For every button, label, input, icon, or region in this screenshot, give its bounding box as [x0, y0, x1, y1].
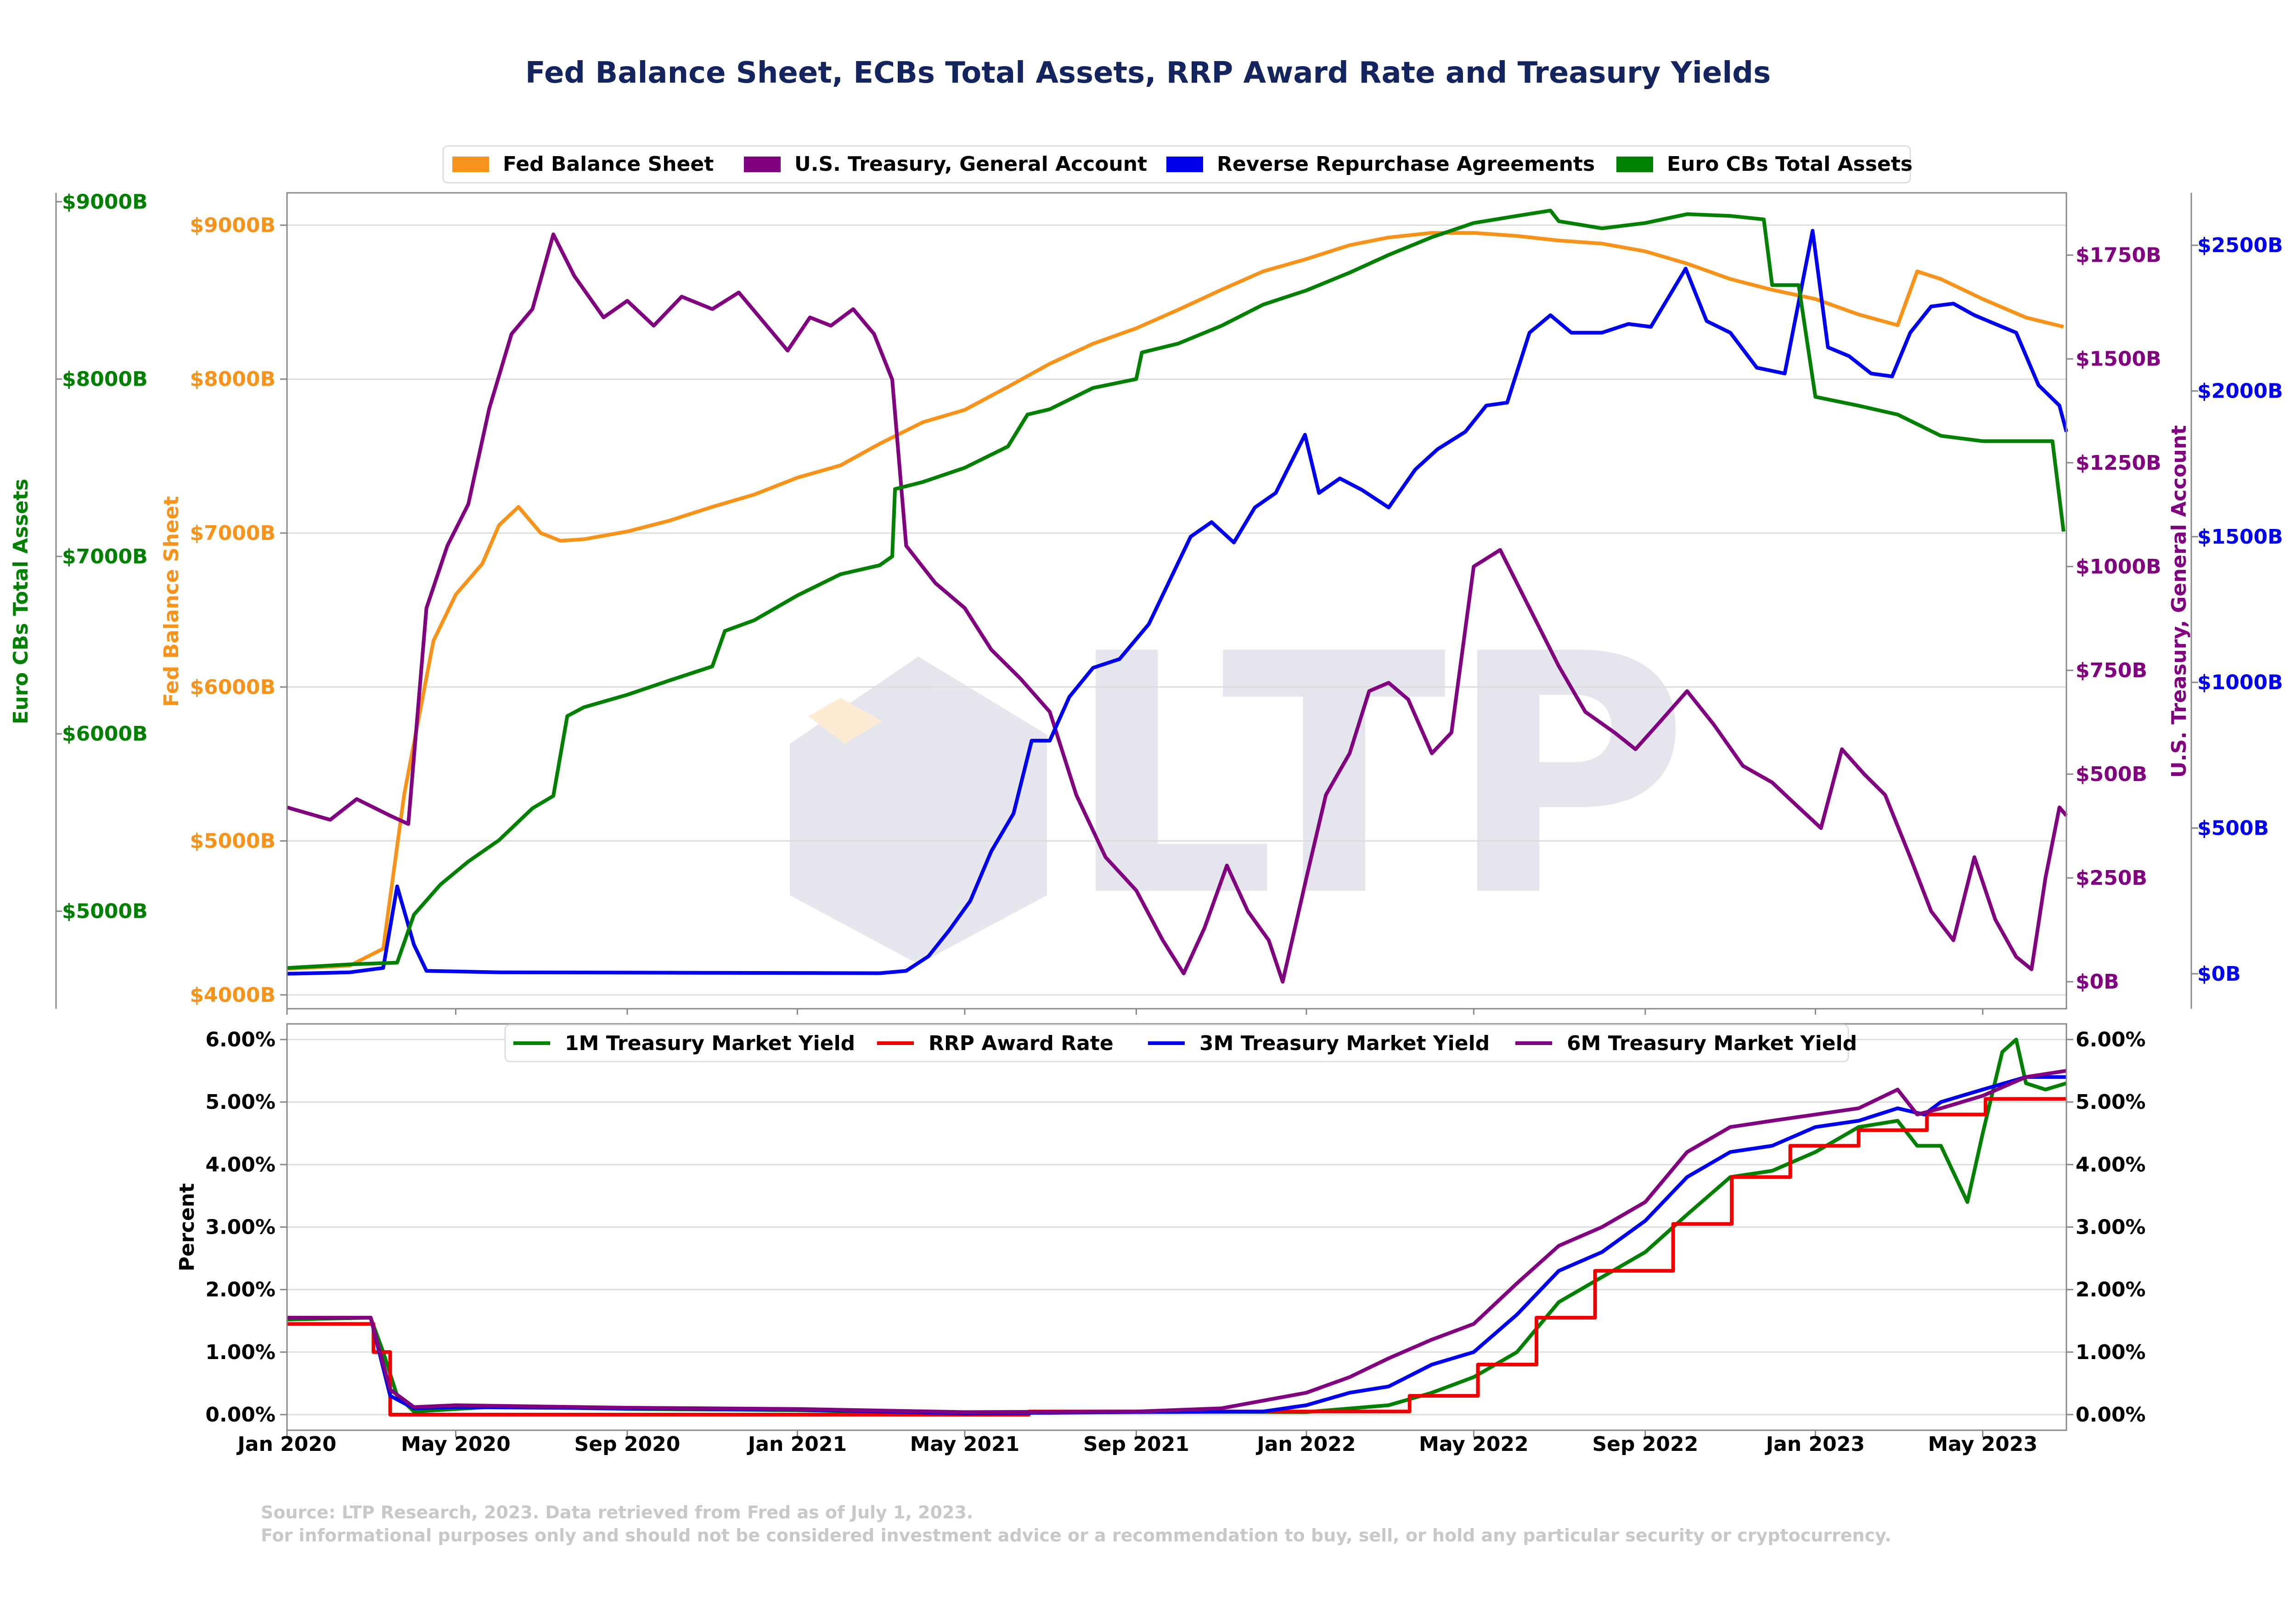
percent-axis-tick-label-right: 2.00%	[2076, 1278, 2146, 1302]
x-axis: Jan 2020 May 2020 Sep 2020 Jan 2021 May 2021…	[236, 1009, 2037, 1456]
fed-axis-tick-label: $9000B	[190, 214, 276, 237]
fed-axis-tick-label: $5000B	[190, 830, 276, 853]
percent-axis-tick-label-right: 5.00%	[2076, 1090, 2146, 1114]
series-line-6m-treasury-market-yield	[287, 1069, 2067, 1414]
rrp-axis-tick-label: $2500B	[2197, 234, 2283, 257]
fed-axis-label: Fed Balance Sheet	[160, 496, 183, 707]
ltp-watermark: LTP	[790, 584, 1689, 969]
percent-axis-tick-label-left: 2.00%	[205, 1278, 276, 1302]
bottom-series	[287, 1038, 2067, 1416]
top-gridlines	[287, 224, 2066, 996]
x-axis-tick-label: May 2020	[401, 1433, 511, 1456]
percent-axis-tick-label-right: 4.00%	[2076, 1153, 2146, 1176]
series-line-u-s-treasury-general-account	[286, 232, 2068, 984]
legend-label-u-s-treasury-general-account: U.S. Treasury, General Account	[794, 152, 1147, 176]
top-plot-frame	[286, 192, 2067, 1010]
x-axis-tick-label: Jan 2021	[747, 1433, 847, 1456]
bottom-axes: 0.00% 0.00% 1.00% 1.00% 2.00% 2.00% 3.00% 3.00%…	[175, 1028, 2146, 1427]
percent-axis-tick-label-left: 4.00%	[205, 1153, 276, 1176]
euro-axis-tick-label: $5000B	[62, 900, 148, 923]
rrp-axis-tick-label: $1500B	[2197, 525, 2283, 549]
percent-axis-tick-label-left: 1.00%	[205, 1341, 276, 1364]
rrp-axis-tick-label: $2000B	[2197, 380, 2283, 403]
percent-axis-tick-label-left: 6.00%	[205, 1028, 276, 1051]
watermark-logo-facet	[808, 698, 882, 744]
series-line-euro-cbs-total-assets	[287, 208, 2065, 970]
tga-axis-label: U.S. Treasury, General Account	[2167, 425, 2191, 778]
bottom-gridlines	[287, 1039, 2066, 1416]
bottom-legend: 1M Treasury Market Yield RRP Award Rate 3M…	[504, 1024, 1857, 1062]
percent-axis-tick-label-left: 5.00%	[205, 1090, 276, 1114]
x-axis-tick-label: May 2021	[910, 1433, 1020, 1456]
euro-axis-label: Euro CBs Total Assets	[9, 479, 33, 725]
fed-axis-tick-label: $6000B	[190, 675, 276, 699]
source-note: Source: LTP Research, 2023. Data retriev…	[261, 1502, 973, 1523]
x-axis-tick-label: Jan 2022	[1255, 1433, 1356, 1456]
tga-axis-tick-label: $1000B	[2076, 555, 2161, 579]
euro-axis-tick-label: $9000B	[62, 190, 148, 214]
percent-axis-tick-label-left: 3.00%	[205, 1216, 276, 1239]
percent-axis-tick-label-right: 0.00%	[2076, 1403, 2146, 1427]
series-line-3m-treasury-market-yield	[287, 1075, 2066, 1416]
tga-axis-tick-label: $1500B	[2076, 348, 2161, 371]
x-axis-tick-label: Sep 2021	[1083, 1433, 1189, 1456]
x-axis-tick-label: Jan 2023	[1765, 1433, 1865, 1456]
legend-swatch-fed-balance-sheet	[452, 157, 489, 172]
x-axis-tick-label: Jan 2020	[236, 1433, 336, 1456]
legend-swatch-reverse-repurchase-agreements	[1166, 157, 1203, 172]
tga-axis-tick-label: $1250B	[2076, 451, 2161, 475]
legend-label-3m-treasury-market-yield: 3M Treasury Market Yield	[1199, 1032, 1490, 1055]
fed-axis-tick-label: $7000B	[190, 522, 276, 545]
fed-axis-tick-label: $8000B	[190, 368, 276, 391]
x-axis-tick-label: May 2023	[1928, 1433, 2037, 1456]
x-axis-tick-label: May 2022	[1419, 1433, 1529, 1456]
euro-axis-tick-label: $7000B	[62, 545, 148, 568]
legend-label-reverse-repurchase-agreements: Reverse Repurchase Agreements	[1217, 152, 1595, 176]
legend-label-6m-treasury-market-yield: 6M Treasury Market Yield	[1567, 1032, 1857, 1055]
x-axis-tick-label: Sep 2022	[1592, 1433, 1698, 1456]
legend-label-euro-cbs-total-assets: Euro CBs Total Assets	[1667, 152, 1913, 176]
tga-axis-tick-label: $250B	[2076, 866, 2147, 890]
legend-label-fed-balance-sheet: Fed Balance Sheet	[503, 152, 714, 176]
chart-title: Fed Balance Sheet, ECBs Total Assets, RR…	[525, 56, 1771, 90]
top-legend: Fed Balance Sheet U.S. Treasury, General …	[442, 145, 1913, 184]
rrp-axis-tick-label: $0B	[2197, 962, 2241, 986]
percent-axis-tick-label-right: 3.00%	[2076, 1216, 2146, 1239]
percent-axis-label: Percent	[175, 1183, 199, 1271]
series-line-fed-balance-sheet	[287, 231, 2064, 971]
x-axis-tick-label: Sep 2020	[574, 1433, 681, 1456]
series-line-reverse-repurchase-agreements	[287, 229, 2068, 976]
rrp-axis-tick-label: $1000B	[2197, 671, 2283, 694]
legend-label-rrp-award-rate: RRP Award Rate	[929, 1032, 1114, 1055]
watermark-logo-mark	[790, 657, 1047, 964]
euro-axis-tick-label: $8000B	[62, 368, 148, 391]
tga-axis-tick-label: $500B	[2076, 763, 2147, 786]
tga-axis-tick-label: $750B	[2076, 659, 2147, 682]
tga-axis-tick-label: $0B	[2076, 970, 2119, 994]
rrp-axis-tick-label: $500B	[2197, 817, 2269, 840]
tga-axis-tick-label: $1750B	[2076, 244, 2161, 267]
percent-axis-tick-label-right: 6.00%	[2076, 1028, 2146, 1051]
euro-axis-tick-label: $6000B	[62, 722, 148, 746]
top-axes: $5000B $6000B $7000B $8000B $9000B Euro CBs T…	[9, 190, 2283, 1009]
legend-swatch-u-s-treasury-general-account	[744, 157, 781, 172]
fed-axis-tick-label: $4000B	[190, 983, 276, 1007]
legend-swatch-euro-cbs-total-assets	[1616, 157, 1653, 172]
legend-label-1m-treasury-market-yield: 1M Treasury Market Yield	[565, 1032, 855, 1055]
series-line-rrp-award-rate	[287, 1097, 2066, 1416]
percent-axis-tick-label-right: 1.00%	[2076, 1341, 2146, 1364]
disclaimer-note: For informational purposes only and shou…	[261, 1525, 1891, 1545]
watermark-text: LTP	[1065, 584, 1689, 969]
percent-axis-tick-label-left: 0.00%	[205, 1403, 276, 1427]
top-series	[286, 208, 2068, 984]
